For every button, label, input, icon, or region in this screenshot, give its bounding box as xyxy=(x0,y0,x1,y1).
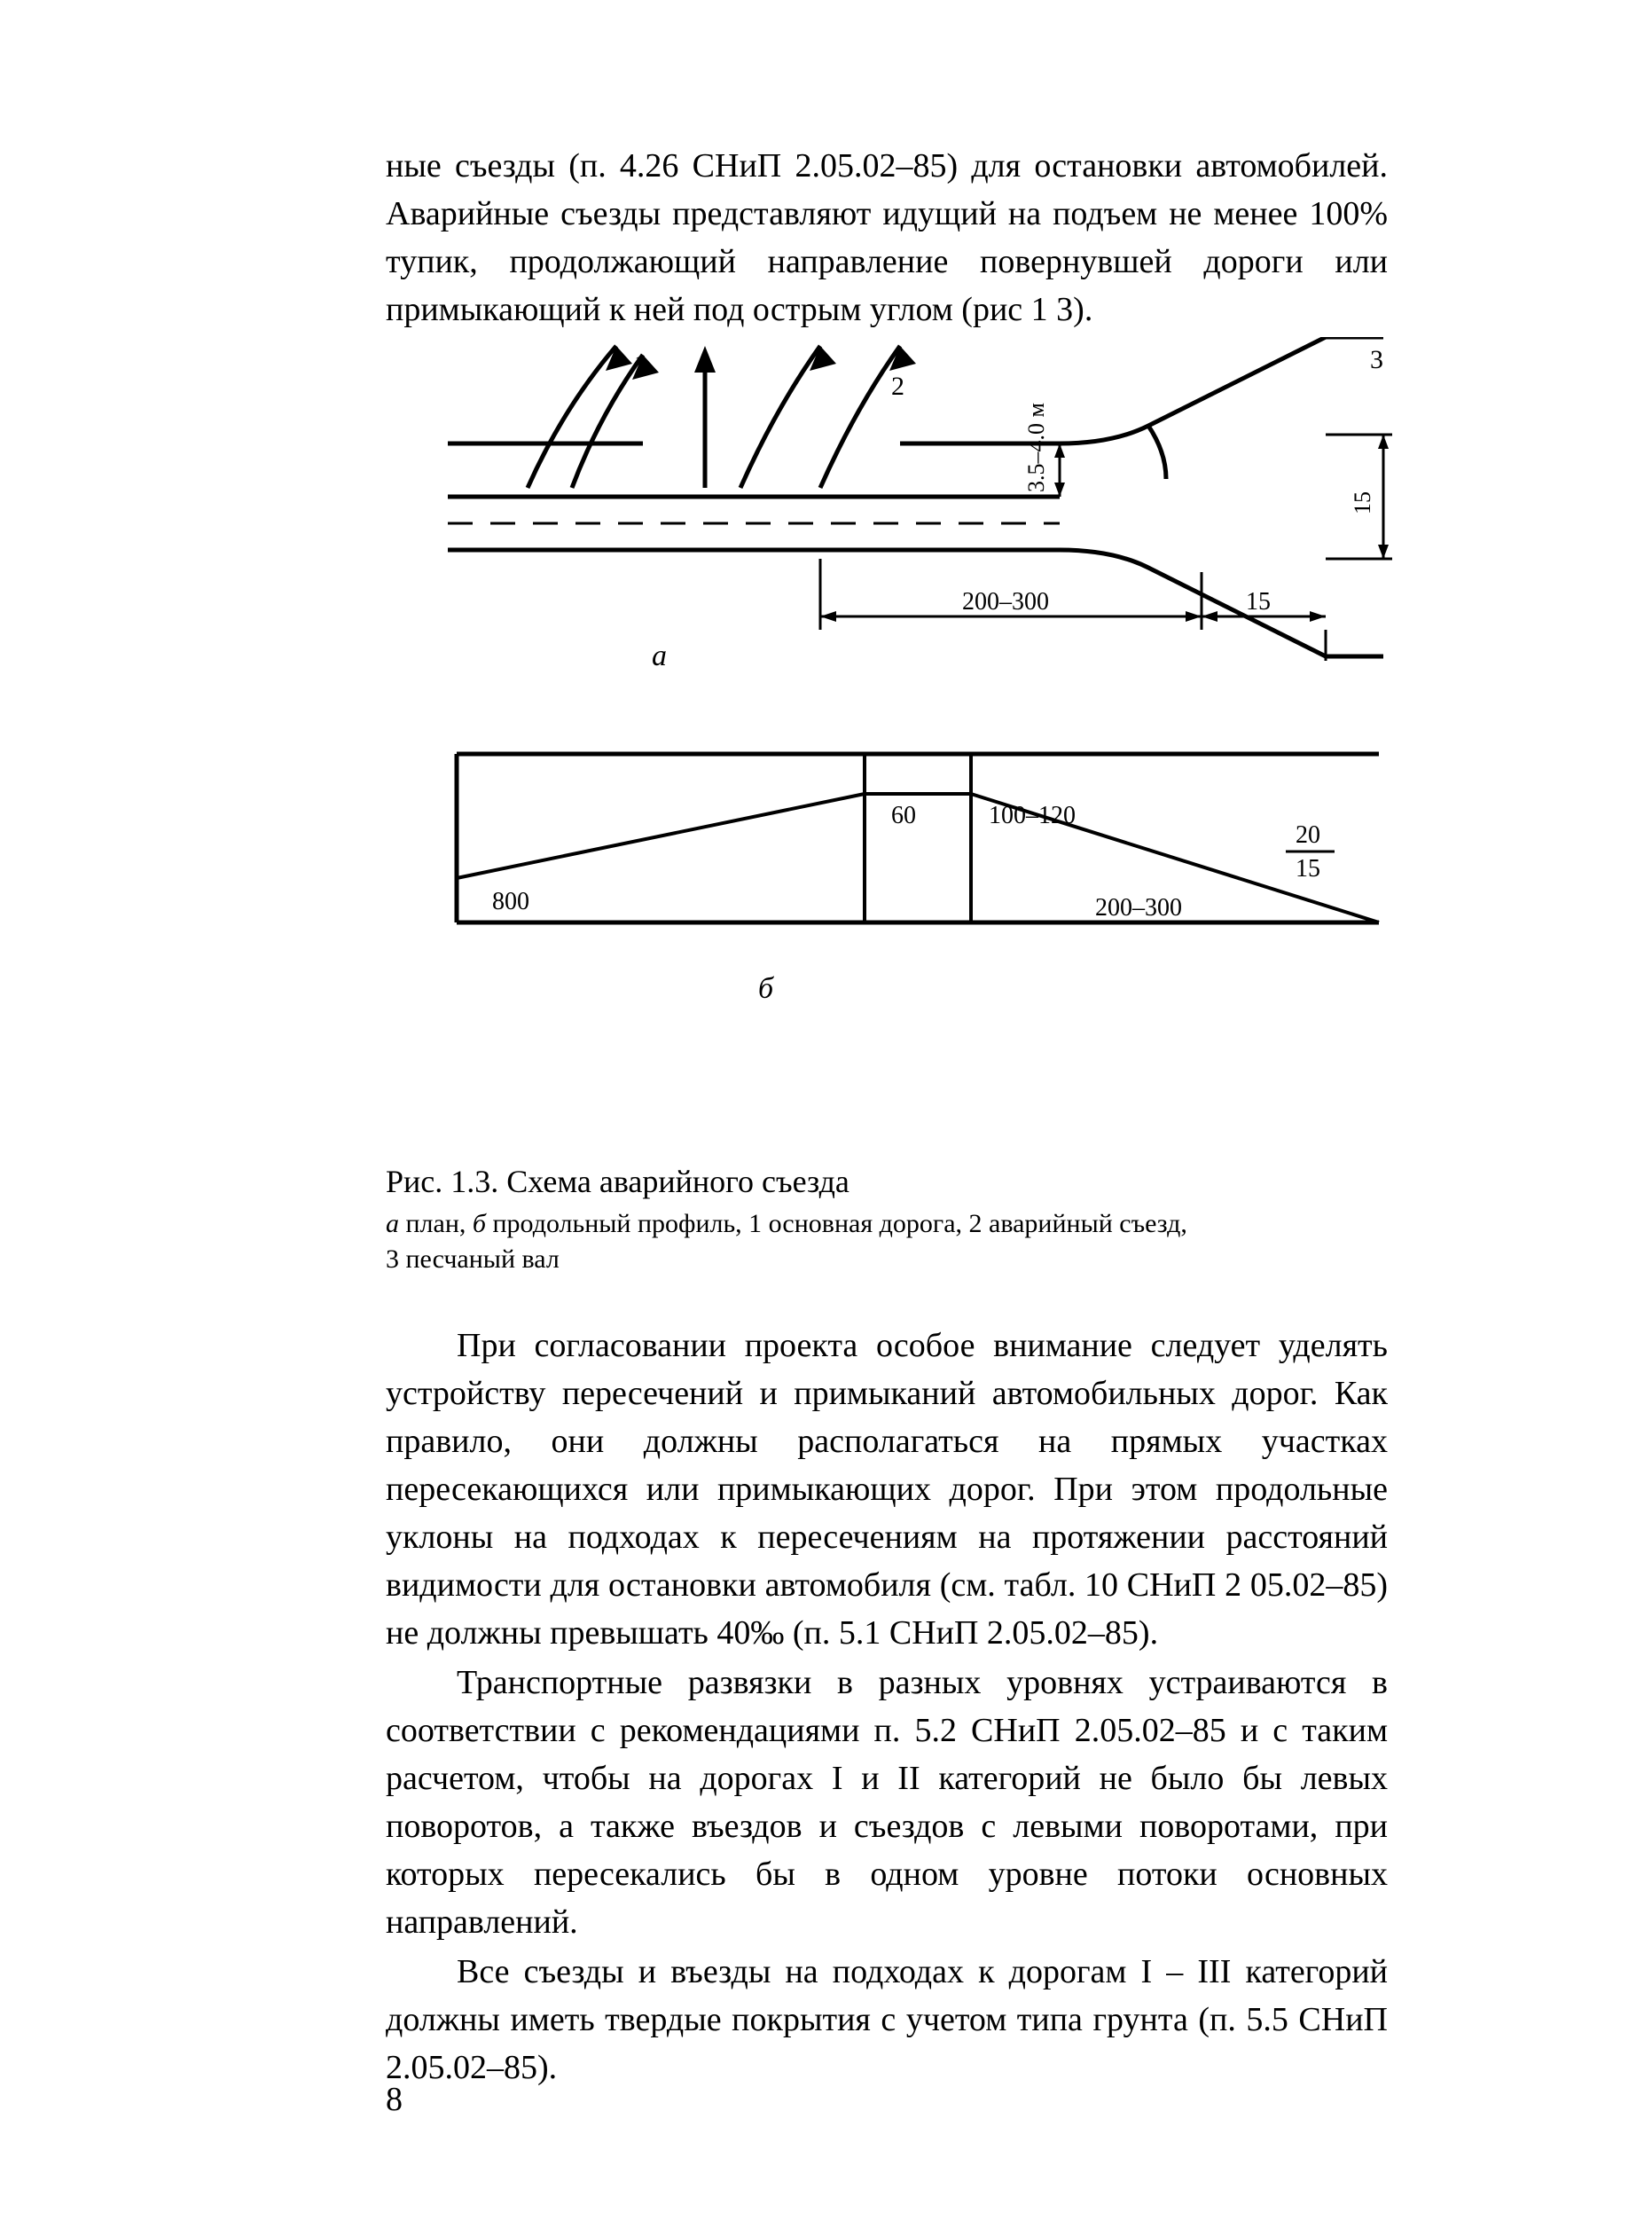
figure-1-3: 3.5–4.0 м 15 xyxy=(439,337,1397,1020)
document-page: ные съезды (п. 4.26 СНиП 2.05.02–85) для… xyxy=(0,0,1652,2221)
callout-3: 3 xyxy=(1370,345,1383,374)
caption-main: Рис. 1.3. Схема аварийного съезда xyxy=(386,1162,1388,1201)
profile-60: 60 xyxy=(891,802,916,829)
caption-l1-pre: план, xyxy=(399,1209,473,1238)
page-number: 8 xyxy=(386,2080,403,2119)
caption-line2: 3 песчаный вал xyxy=(386,1242,1388,1277)
dim-branch-15v: 15 xyxy=(1350,491,1375,514)
caption-b: б xyxy=(473,1209,486,1238)
paragraph-4: Все съезды и въезды на подходах к дорога… xyxy=(386,1948,1388,2092)
figure-svg: 3.5–4.0 м 15 xyxy=(439,337,1397,1020)
paragraph-2: При согласовании проекта особое внимание… xyxy=(386,1322,1388,1657)
caption-l1-post: продольный профиль, 1 основная дорога, 2… xyxy=(486,1209,1187,1238)
label-b: б xyxy=(758,972,775,1005)
dim-road-width: 3.5–4.0 м xyxy=(1023,403,1049,492)
dim-200-300: 200–300 xyxy=(962,588,1049,616)
profile-100-120: 100–120 xyxy=(989,802,1076,829)
body-text: При согласовании проекта особое внимание… xyxy=(386,1322,1388,2092)
dim-15h: 15 xyxy=(1246,588,1271,616)
callout-1: 1 xyxy=(634,349,647,379)
paragraph-3: Транспортные развязки в разных уровнях у… xyxy=(386,1659,1388,1946)
profile-frac-top: 20 xyxy=(1296,821,1320,849)
caption-a: а xyxy=(386,1209,399,1238)
profile-200-300: 200–300 xyxy=(1095,894,1182,922)
top-paragraph: ные съезды (п. 4.26 СНиП 2.05.02–85) для… xyxy=(386,142,1388,334)
figure-caption: Рис. 1.3. Схема аварийного съезда а план… xyxy=(386,1162,1388,1277)
caption-line1: а план, б продольный профиль, 1 основная… xyxy=(386,1206,1388,1242)
profile-frac-bot: 15 xyxy=(1296,855,1320,883)
callout-2: 2 xyxy=(891,372,904,401)
profile-800: 800 xyxy=(492,888,529,915)
top-para-block: ные съезды (п. 4.26 СНиП 2.05.02–85) для… xyxy=(386,142,1388,334)
label-a: а xyxy=(652,640,667,672)
